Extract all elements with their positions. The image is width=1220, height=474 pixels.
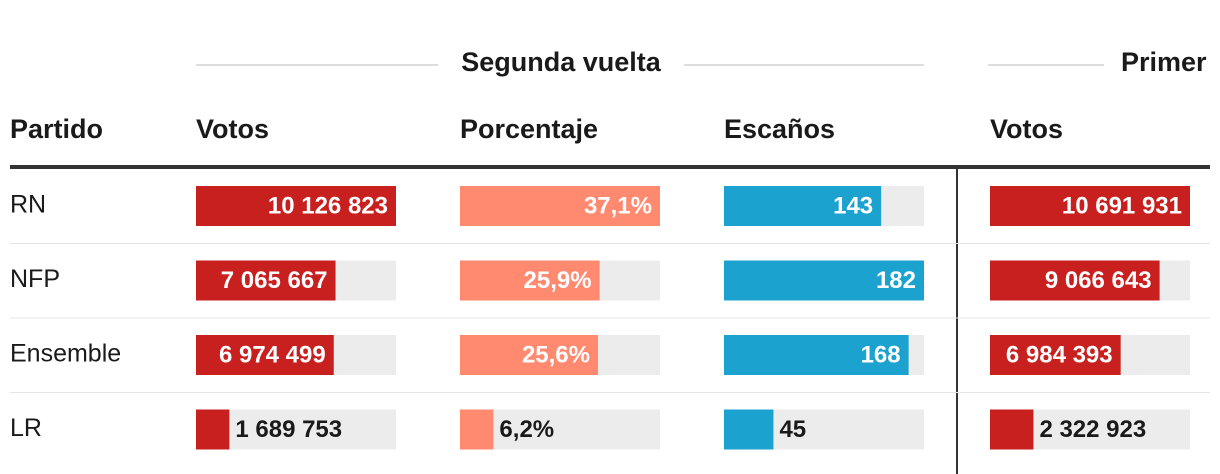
bar bbox=[460, 409, 494, 450]
column-header: Votos bbox=[990, 114, 1063, 144]
bar bbox=[460, 260, 600, 301]
column-header: Porcentaje bbox=[460, 114, 598, 144]
bar-label: 10 691 931 bbox=[1062, 192, 1182, 219]
column-header: Partido bbox=[10, 114, 103, 144]
column-header: Votos bbox=[196, 114, 269, 144]
bar-label: 25,6% bbox=[522, 341, 590, 368]
bar bbox=[196, 335, 334, 375]
bar bbox=[724, 260, 924, 301]
party-name: LR bbox=[10, 414, 42, 442]
bar-label: 168 bbox=[861, 341, 901, 368]
party-name: NFP bbox=[10, 265, 60, 293]
bar-label: 7 065 667 bbox=[221, 267, 328, 294]
party-name: Ensemble bbox=[10, 340, 121, 368]
bar-label: 6,2% bbox=[499, 416, 554, 443]
bar bbox=[724, 335, 909, 375]
bar bbox=[724, 409, 774, 450]
bar-label: 25,9% bbox=[524, 267, 592, 294]
bar bbox=[724, 186, 882, 226]
bar bbox=[196, 186, 396, 226]
bar-label: 2 322 923 bbox=[1039, 416, 1146, 443]
column-header: Escaños bbox=[724, 114, 835, 144]
party-name: RN bbox=[10, 191, 46, 219]
bar-label: 37,1% bbox=[584, 192, 652, 219]
bar-label: 143 bbox=[833, 192, 873, 219]
bar bbox=[196, 260, 336, 301]
bar bbox=[990, 186, 1190, 226]
bar bbox=[460, 335, 599, 375]
bar-label: 6 974 499 bbox=[219, 341, 326, 368]
bar-label: 1 689 753 bbox=[235, 416, 342, 443]
bar bbox=[196, 409, 230, 450]
bar bbox=[990, 409, 1034, 450]
bar bbox=[990, 335, 1121, 375]
bar-label: 6 984 393 bbox=[1006, 341, 1113, 368]
bar-label: 45 bbox=[779, 416, 806, 443]
bar bbox=[990, 260, 1160, 301]
bar-label: 10 126 823 bbox=[268, 192, 388, 219]
bar bbox=[460, 186, 660, 226]
bar-label: 9 066 643 bbox=[1045, 267, 1152, 294]
group-header: Primer bbox=[1121, 47, 1207, 77]
group-header: Segunda vuelta bbox=[461, 47, 662, 77]
bar-label: 182 bbox=[876, 267, 916, 294]
